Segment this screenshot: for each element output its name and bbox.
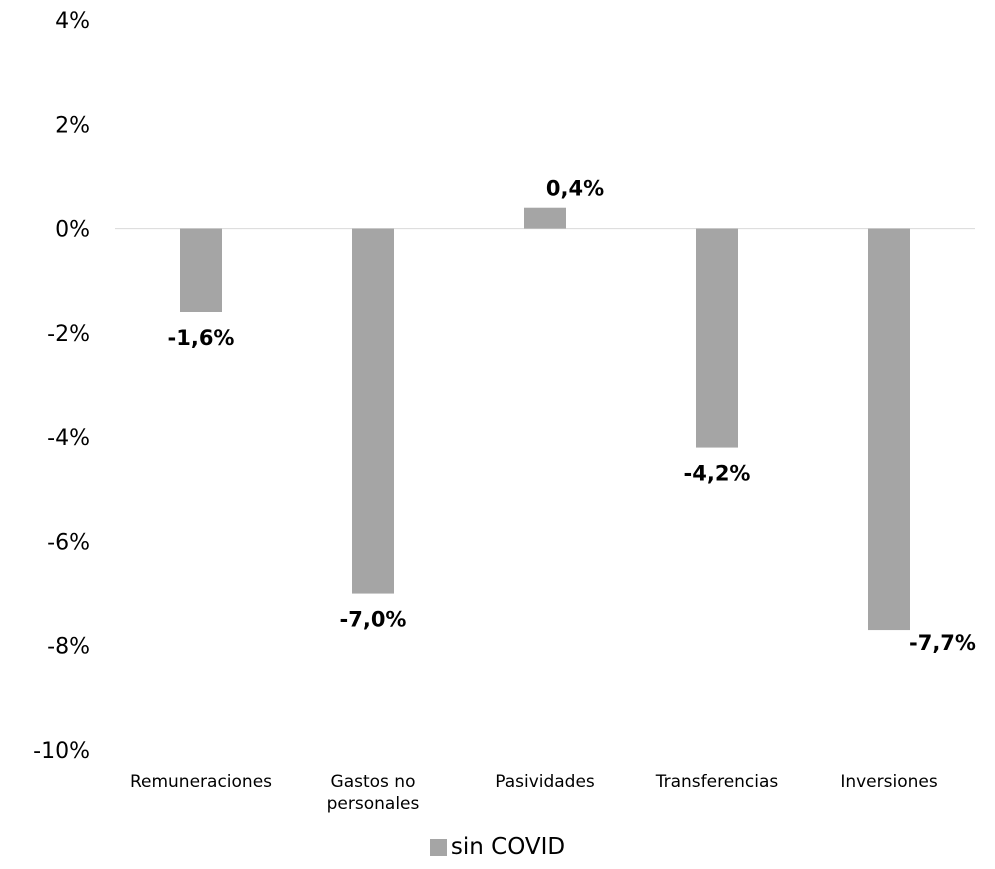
bar <box>352 228 394 594</box>
data-label: -4,2% <box>684 462 751 486</box>
bar <box>696 228 738 448</box>
y-tick-label: -2% <box>47 322 90 347</box>
legend-label: sin COVID <box>450 834 566 860</box>
bar <box>180 228 222 312</box>
category-label: Remuneraciones <box>130 772 272 792</box>
category-label: Inversiones <box>840 772 938 792</box>
y-tick-label: -4% <box>47 426 90 451</box>
y-tick-label: 2% <box>55 113 90 138</box>
bar <box>868 228 910 631</box>
category-label: Pasividades <box>495 772 595 792</box>
y-tick-label: -6% <box>47 530 90 555</box>
legend: sin COVID <box>0 834 995 860</box>
bar <box>524 207 566 229</box>
y-tick-label: -8% <box>47 635 90 660</box>
category-label: Transferencias <box>655 772 779 792</box>
data-label: -7,0% <box>340 608 407 632</box>
y-tick-label: 0% <box>55 218 90 243</box>
data-label: -7,7% <box>909 631 976 655</box>
y-tick-label: -10% <box>33 739 90 764</box>
category-label: Gastos no <box>331 772 416 792</box>
data-label: 0,4% <box>546 177 604 201</box>
data-label: -1,6% <box>168 326 235 350</box>
y-tick-label: 4% <box>55 9 90 34</box>
category-label: personales <box>327 794 420 814</box>
legend-swatch <box>429 838 447 856</box>
bar-chart: 4% 2% 0% -2% -4% -6% -8% -10% -1,6% Remuneracione… <box>33 9 976 814</box>
